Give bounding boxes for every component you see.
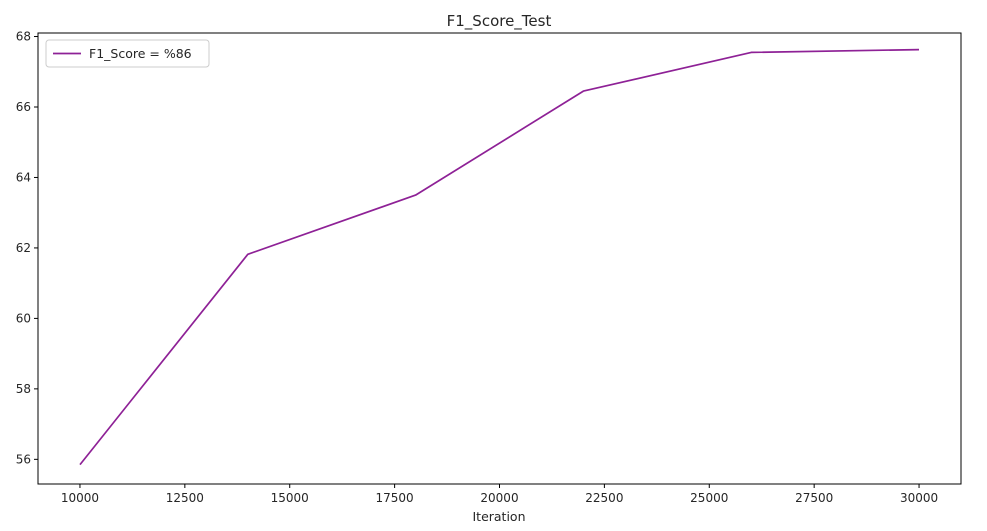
x-axis-title: Iteration [472, 509, 525, 524]
x-tick-label: 30000 [900, 491, 938, 505]
legend-label: F1_Score = %86 [89, 46, 192, 61]
x-tick-label: 20000 [480, 491, 518, 505]
y-tick-label: 56 [16, 452, 31, 466]
x-axis-ticks: 10000 12500 15000 17500 20000 22500 25000 27500… [61, 484, 938, 505]
legend-box [45, 39, 210, 68]
series-layer [79, 48, 920, 466]
y-tick-label: 58 [16, 382, 31, 396]
x-tick-label: 22500 [585, 491, 623, 505]
x-tick-label: 15000 [271, 491, 309, 505]
series-line [79, 48, 920, 466]
chart-title: F1_Score_Test [447, 12, 552, 31]
y-tick-label: 66 [16, 100, 31, 114]
x-tick-label: 17500 [376, 491, 414, 505]
x-tick-label: 12500 [166, 491, 204, 505]
y-tick-label: 60 [16, 311, 31, 325]
legend: F1_Score = %86 [45, 39, 210, 68]
plot-frame [37, 32, 962, 485]
x-tick-label: 27500 [795, 491, 833, 505]
y-tick-label: 64 [16, 170, 31, 184]
plot-area: 10000 12500 15000 17500 20000 22500 25000 27500… [16, 30, 962, 505]
y-axis-ticks: 56 58 60 62 64 66 68 [16, 30, 38, 466]
y-tick-label: 62 [16, 241, 31, 255]
x-tick-label: 10000 [61, 491, 99, 505]
y-tick-label: 68 [16, 30, 31, 44]
x-tick-label: 25000 [690, 491, 728, 505]
